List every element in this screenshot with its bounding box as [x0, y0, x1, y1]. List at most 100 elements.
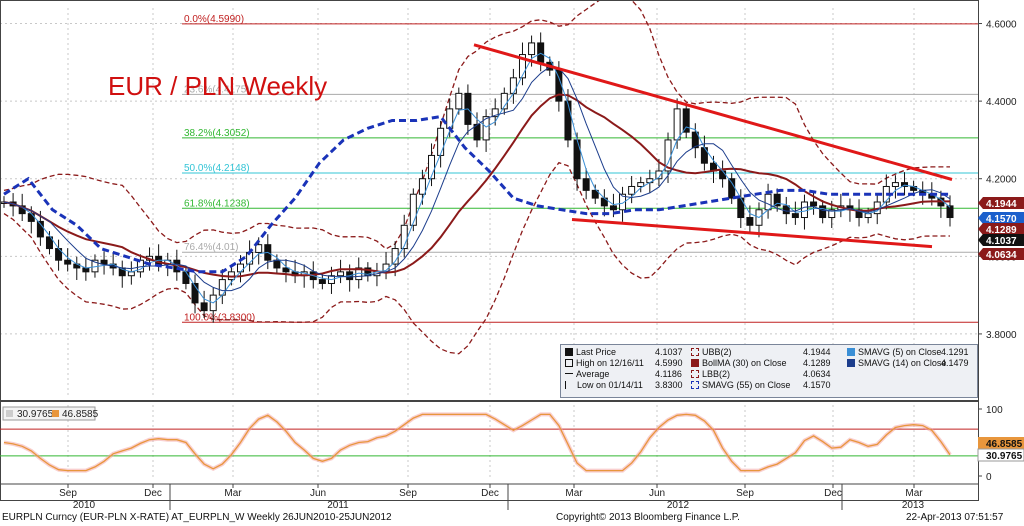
candle: [582, 168, 590, 200]
x-year-label: 2013: [902, 500, 925, 511]
price-tag-label: 4.0634: [986, 250, 1017, 261]
candle-body: [428, 154, 436, 180]
candle: [901, 172, 909, 196]
candle-body: [237, 263, 244, 273]
candle-body: [628, 185, 636, 195]
candle: [200, 290, 208, 319]
price-tag-label: 4.1944: [986, 199, 1017, 210]
candle: [619, 186, 627, 222]
legend-lbb: LBB(2) 4.0634: [691, 369, 831, 379]
x-tick-label: Dec: [144, 488, 162, 499]
candle-body: [255, 244, 263, 253]
candle-body: [791, 213, 799, 219]
lower-bollinger-band: [3, 161, 950, 355]
candle-body: [901, 182, 909, 187]
candle-body: [728, 178, 736, 199]
legend-high: High on 12/16/11 4.5990: [565, 358, 683, 368]
fib-label: 61.8%(4.1238): [184, 198, 250, 209]
x-tick-label: Sep: [399, 488, 417, 499]
plot-frame: [0, 0, 979, 501]
legend-sma5: SMAVG (5) on Close 4.1291: [847, 347, 969, 357]
legend-low: Low on 01/14/11 3.8300: [565, 380, 683, 390]
fibonacci-levels: 0.0%(4.5990) 23.6%(4.4175) 38.2%(4.3052) 50…: [182, 14, 978, 323]
candle-body: [800, 201, 808, 219]
x-tick-label: Sep: [59, 488, 77, 499]
bollinger-bands: [3, 0, 950, 355]
candle-body: [637, 182, 645, 187]
candle-body: [582, 178, 590, 191]
fib-label: 38.2%(4.3052): [184, 128, 250, 139]
rsi-legend-swatch-orange: [52, 410, 59, 417]
candle-body: [691, 131, 699, 149]
candle-body: [27, 213, 35, 222]
candle: [337, 259, 345, 284]
candle-body: [591, 189, 599, 199]
candle-body: [518, 54, 526, 79]
rsi-line: [3, 413, 951, 472]
legend-sma14: SMAVG (14) on Close 4.1479: [847, 358, 969, 368]
sma55-line: [3, 114, 950, 274]
rsi-legend-label-1: 30.9765: [17, 409, 54, 420]
candle-body: [82, 267, 90, 273]
x-year-label: 2011: [327, 500, 349, 511]
sma5-line: [3, 52, 951, 304]
upper-trendline: [473, 43, 953, 181]
candle-body: [946, 205, 954, 219]
footer-ticker: EURPLN Curncy (EUR-PLN X-RATE) AT_EURPLN…: [2, 512, 392, 523]
price-tag-label: 4.1289: [986, 225, 1017, 236]
candle-body: [418, 178, 426, 195]
candle-body: [855, 209, 863, 219]
fib-label: 0.0%(4.5990): [184, 14, 244, 25]
candle: [855, 199, 863, 227]
candle: [819, 200, 827, 224]
candle-body: [45, 236, 53, 250]
candle-body: [491, 108, 499, 118]
candle: [891, 175, 899, 199]
legend-sma55: SMAVG (55) on Close 4.1570: [691, 380, 831, 390]
legend-average: Average 4.1186: [565, 369, 682, 379]
candle: [482, 109, 490, 152]
legend-bollma: BollMA (30) on Close 4.1289: [691, 358, 831, 368]
candle-body: [437, 127, 445, 156]
fib-label: 100.0%(3.8300): [184, 312, 255, 323]
fib-label: 50.0%(4.2148): [184, 163, 250, 174]
rsi-tag-label: 46.8585: [986, 439, 1023, 450]
candle-body: [200, 302, 208, 312]
candle-body: [773, 193, 781, 207]
footer-copyright: Copyright© 2013 Bloomberg Finance L.P.: [556, 512, 740, 523]
price-tag: [978, 223, 1024, 235]
rsi-legend-box: [2, 406, 96, 421]
candle-body: [64, 259, 72, 265]
x-tick-label: Mar: [565, 488, 583, 499]
candle: [682, 103, 690, 138]
candle-body: [828, 209, 836, 219]
legend-last-price: Last Price 4.1037: [565, 347, 683, 357]
rsi-y-tick-label: 0: [986, 472, 992, 483]
rsi-y-tick-label: 100: [986, 405, 1003, 416]
fib-label: 76.4%(4.01): [184, 242, 238, 253]
x-tick-label: Dec: [824, 488, 842, 499]
candle-body: [509, 77, 517, 94]
candle: [791, 201, 799, 225]
candle-body: [182, 271, 190, 284]
candle: [64, 248, 72, 272]
candle-body: [318, 279, 326, 284]
candle: [746, 205, 754, 233]
y-tick-label: 4.6000: [986, 20, 1017, 31]
x-tick-label: Jun: [310, 488, 326, 499]
candle-body: [482, 116, 490, 141]
candle-body: [619, 193, 627, 211]
candle-body: [500, 92, 508, 110]
candle: [637, 176, 645, 193]
candle-body: [273, 259, 281, 269]
candle-body: [682, 108, 690, 133]
candle-body: [673, 108, 681, 141]
price-tag-label: 4.1037: [986, 236, 1017, 247]
candle: [437, 120, 445, 168]
legend: Last Price 4.1037 High on 12/16/11 4.599…: [560, 344, 978, 398]
candle: [428, 143, 436, 187]
candle-body: [609, 205, 617, 211]
candle: [409, 188, 417, 232]
